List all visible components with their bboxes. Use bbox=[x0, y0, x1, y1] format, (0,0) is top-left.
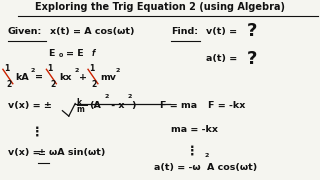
Text: =: = bbox=[35, 73, 43, 82]
Text: 2: 2 bbox=[204, 153, 209, 158]
Text: = E: = E bbox=[66, 49, 83, 58]
Text: m: m bbox=[76, 105, 84, 114]
Text: 2: 2 bbox=[105, 94, 109, 99]
Text: Exploring the Trig Equation 2 (using Algebra): Exploring the Trig Equation 2 (using Alg… bbox=[35, 2, 285, 12]
Text: 1: 1 bbox=[47, 64, 52, 73]
Text: F = ma: F = ma bbox=[160, 101, 197, 110]
Text: 2: 2 bbox=[50, 80, 55, 89]
Text: 2: 2 bbox=[116, 68, 120, 73]
Text: E: E bbox=[48, 49, 54, 58]
Text: ⋮: ⋮ bbox=[30, 125, 43, 138]
Text: 2: 2 bbox=[31, 68, 35, 73]
Text: v(x) = ±: v(x) = ± bbox=[8, 101, 52, 110]
Text: ?: ? bbox=[246, 50, 257, 68]
Text: A cos(ωt): A cos(ωt) bbox=[207, 163, 258, 172]
Text: F = -kx: F = -kx bbox=[208, 101, 245, 110]
Text: f: f bbox=[91, 50, 95, 59]
Text: v(x) =: v(x) = bbox=[8, 148, 41, 157]
Text: - x: - x bbox=[108, 101, 125, 110]
Text: ωA sin(ωt): ωA sin(ωt) bbox=[49, 148, 105, 157]
Text: x(t) = A cos(ωt): x(t) = A cos(ωt) bbox=[50, 27, 134, 36]
Text: (A: (A bbox=[89, 101, 101, 110]
Text: Find:: Find: bbox=[171, 27, 198, 36]
Text: mv: mv bbox=[100, 73, 116, 82]
Text: 2: 2 bbox=[74, 68, 79, 73]
Text: 1: 1 bbox=[89, 64, 94, 73]
Text: ±: ± bbox=[38, 148, 46, 157]
Text: 2: 2 bbox=[128, 94, 132, 99]
Text: ?: ? bbox=[246, 22, 257, 40]
Text: ): ) bbox=[131, 101, 136, 110]
Text: a(t) =: a(t) = bbox=[206, 54, 238, 63]
Text: kA: kA bbox=[15, 73, 29, 82]
Text: a(t) = -ω: a(t) = -ω bbox=[154, 163, 200, 172]
Text: ⋮: ⋮ bbox=[186, 145, 198, 158]
Text: ma = -kx: ma = -kx bbox=[171, 125, 218, 134]
Text: Given:: Given: bbox=[8, 27, 42, 36]
Text: +: + bbox=[79, 73, 87, 82]
Text: k: k bbox=[77, 98, 82, 107]
Text: v(t) =: v(t) = bbox=[206, 27, 237, 36]
Text: 0: 0 bbox=[59, 53, 63, 58]
Text: 2: 2 bbox=[92, 80, 97, 89]
Text: 1: 1 bbox=[4, 64, 9, 73]
Text: kx: kx bbox=[59, 73, 71, 82]
Text: 2: 2 bbox=[6, 80, 12, 89]
